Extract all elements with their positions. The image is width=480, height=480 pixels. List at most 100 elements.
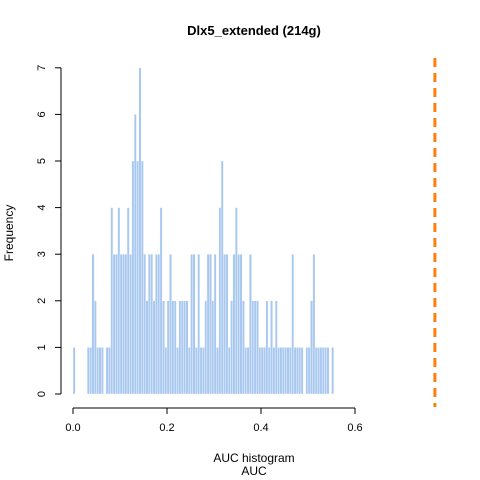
y-tick-label: 2	[36, 298, 48, 304]
histogram-bar	[239, 254, 243, 395]
histogram-bar	[93, 300, 97, 395]
histogram-bar	[133, 114, 137, 395]
chart-title: Dlx5_extended (214g)	[187, 23, 321, 38]
histogram-bar	[108, 347, 111, 395]
histogram-bar	[256, 300, 259, 395]
histogram-bar	[117, 207, 121, 395]
histogram-bar	[112, 254, 116, 395]
histogram-bar	[253, 300, 257, 395]
histogram-bar	[98, 347, 102, 395]
histogram-bar	[157, 254, 161, 395]
histogram-bar	[244, 347, 248, 395]
histogram-bar	[312, 254, 316, 395]
histogram-bar	[129, 254, 132, 395]
histogram-bar	[216, 347, 219, 395]
histogram-bar	[199, 347, 203, 395]
histogram-bar	[140, 160, 144, 395]
histogram-bar	[258, 347, 262, 395]
x-axis-subtitle: AUC	[241, 464, 267, 478]
histogram-bar	[265, 300, 269, 395]
histogram-bar	[171, 300, 175, 395]
histogram-bar	[169, 254, 172, 395]
histogram-bar	[96, 347, 100, 395]
y-tick-label: 4	[36, 205, 48, 211]
histogram-bar	[211, 300, 215, 395]
x-tick-label: 0.2	[159, 422, 174, 434]
histogram-bar	[136, 160, 139, 395]
histogram-bar	[143, 254, 147, 395]
histogram-bar	[237, 254, 241, 395]
x-tick-label: 0.0	[65, 422, 80, 434]
y-axis: 0 1 2 3 4 5 6 7	[36, 65, 62, 397]
histogram-bar	[300, 347, 304, 395]
histogram-bar	[281, 347, 285, 395]
histogram-bar	[178, 300, 182, 395]
x-axis: 0.0 0.2 0.4 0.6	[65, 407, 363, 434]
y-tick-label: 5	[36, 158, 48, 164]
histogram-bar	[115, 254, 118, 395]
histogram-bar	[180, 300, 184, 395]
histogram-bar	[119, 254, 123, 395]
histogram-bar	[124, 254, 128, 395]
histogram-bar	[270, 300, 273, 395]
histogram-bar	[148, 254, 151, 395]
histogram-bar	[145, 300, 149, 395]
histogram-bar	[246, 347, 250, 395]
histogram-bar	[190, 254, 194, 395]
x-tick-label: 0.6	[347, 422, 362, 434]
histogram-bar	[197, 254, 201, 395]
histogram-bar	[220, 160, 224, 395]
histogram-bar	[155, 254, 158, 395]
histogram-bar	[187, 347, 191, 395]
histogram-bar	[173, 300, 177, 395]
y-axis-title: Frequency	[2, 205, 16, 262]
histogram-bar	[296, 347, 299, 395]
histogram-bar	[326, 347, 330, 395]
histogram-bar	[138, 67, 142, 395]
histogram-bar	[232, 254, 236, 395]
histogram-bar	[101, 347, 104, 395]
histogram-bar	[162, 300, 165, 395]
histogram-bar	[152, 300, 156, 395]
histogram-bar	[305, 347, 309, 395]
histogram-bar	[110, 207, 114, 395]
histogram-bar	[185, 300, 189, 395]
histogram-bar	[277, 347, 280, 395]
histogram-bar	[284, 347, 288, 395]
histogram-bar	[286, 347, 290, 395]
histogram-bar	[209, 254, 212, 395]
histogram-bar	[307, 347, 311, 395]
histogram-bar	[126, 207, 130, 395]
histogram-bar	[131, 160, 135, 395]
histogram-bar	[105, 347, 109, 395]
histogram-bar	[204, 300, 208, 395]
histogram-bar	[195, 347, 198, 395]
histogram-bar	[321, 347, 325, 395]
y-tick-label: 6	[36, 111, 48, 117]
histogram-bar	[202, 347, 205, 395]
histogram-bar	[230, 300, 233, 395]
histogram-bar	[223, 254, 226, 395]
histogram-bar	[310, 300, 313, 395]
histogram-bar	[183, 300, 186, 395]
histogram-bar	[122, 254, 125, 395]
y-tick-label: 0	[36, 391, 48, 397]
histogram-bar	[251, 300, 255, 395]
y-tick-label: 1	[36, 344, 48, 350]
y-tick-label: 7	[36, 65, 48, 71]
histogram-bar	[319, 347, 323, 395]
histogram-bar	[249, 254, 252, 395]
histogram-bar	[324, 347, 327, 395]
histogram-bar	[291, 254, 295, 395]
histogram-bar	[192, 254, 196, 395]
bars-group	[72, 67, 335, 395]
histogram-bar	[317, 347, 320, 395]
histogram-bar	[213, 254, 217, 395]
histogram-bar	[260, 347, 264, 395]
histogram-bar	[225, 254, 229, 395]
histogram-bar	[91, 254, 95, 395]
histogram-bar	[242, 300, 245, 395]
histogram-bar	[89, 347, 92, 395]
histogram-bar	[293, 347, 297, 395]
